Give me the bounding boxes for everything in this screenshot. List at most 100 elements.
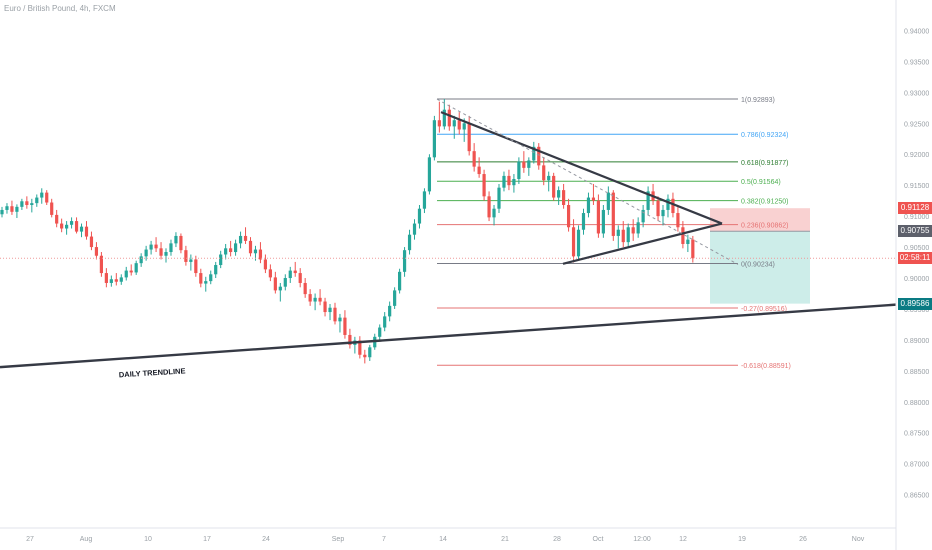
candle-body: [174, 235, 178, 244]
fib-level-label: 0.786(0.92324): [741, 132, 788, 139]
price-tick-label: 0.94000: [904, 28, 929, 35]
fib-level-label: 0(0.90234): [741, 262, 775, 269]
chart-title: Euro / British Pound, 4h, FXCM: [4, 4, 116, 13]
candle-body: [84, 226, 89, 237]
candle-body: [313, 297, 317, 302]
candle-body: [606, 192, 610, 210]
candle-body: [253, 249, 258, 254]
candle-body: [219, 254, 223, 266]
price-tick-label: 0.88000: [904, 400, 929, 407]
countdown-badge: 02:58:11: [898, 252, 932, 265]
take-profit-zone: [710, 231, 810, 304]
price-tick-label: 0.87500: [904, 431, 929, 438]
candle-body: [144, 249, 148, 257]
candle-body: [159, 248, 163, 256]
candle-body: [547, 175, 551, 181]
candle-body: [40, 192, 44, 198]
candle-body: [209, 274, 213, 282]
candle-body: [686, 239, 690, 244]
candle-body: [169, 243, 173, 253]
candle-body: [89, 236, 94, 248]
candle-body: [641, 209, 645, 223]
candle-body: [487, 196, 491, 218]
candle-body: [636, 222, 640, 234]
candle-body: [229, 248, 233, 253]
daily-trendline: [0, 303, 897, 369]
candle-body: [621, 229, 625, 243]
time-tick-label: 14: [439, 536, 447, 543]
price-tick-label: 0.93000: [904, 90, 929, 97]
price-tick-label: 0.87000: [904, 462, 929, 469]
candle-body: [15, 206, 19, 212]
candle-body: [298, 273, 302, 283]
candle-body: [74, 221, 79, 232]
candle-body: [427, 157, 432, 192]
candle-body: [204, 281, 208, 284]
price-tick-label: 0.86500: [904, 493, 929, 500]
candle-body: [69, 221, 74, 225]
candle-body: [457, 120, 461, 130]
candle-body: [99, 255, 103, 274]
candle-body: [383, 316, 387, 328]
candle-body: [139, 256, 143, 264]
candle-body: [646, 191, 650, 210]
fib-level-label: -0.618(0.88591): [741, 363, 791, 370]
candle-body: [283, 278, 287, 287]
time-tick-label: 17: [203, 536, 211, 543]
candle-body: [214, 265, 218, 275]
candle-body: [467, 123, 471, 152]
time-tick-label: Sep: [332, 536, 345, 543]
candle-body: [343, 317, 347, 335]
time-tick-label: 19: [738, 536, 746, 543]
time-tick-label: Aug: [80, 536, 93, 543]
candle-body: [25, 201, 29, 205]
candle-body: [552, 175, 556, 198]
candle-body: [129, 270, 133, 273]
fib-level-label: 0.5(0.91564): [741, 179, 781, 186]
candle-body: [164, 252, 168, 256]
candle-body: [631, 227, 635, 234]
candle-body: [586, 197, 591, 214]
candle-body: [676, 213, 680, 228]
candle-body: [393, 290, 397, 306]
candle-body: [472, 151, 476, 167]
candle-body: [333, 307, 337, 322]
candle-body: [79, 226, 84, 232]
time-tick-label: 26: [799, 536, 807, 543]
candle-body: [447, 109, 451, 127]
triangle-upper-line: [440, 111, 723, 225]
candle-body: [50, 202, 54, 215]
time-tick-label: 12:00: [633, 536, 651, 543]
candle-body: [154, 244, 158, 249]
candle-body: [5, 206, 9, 210]
candle-body: [189, 259, 193, 262]
candle-body: [65, 224, 69, 229]
candle-body: [591, 197, 596, 201]
candle-body: [194, 259, 198, 274]
candle-body: [581, 213, 586, 230]
candle-body: [452, 120, 456, 127]
price-tick-label: 0.88500: [904, 369, 929, 376]
candle-body: [557, 190, 561, 198]
candle-body: [124, 270, 128, 278]
candle-body: [611, 192, 615, 236]
candle-body: [114, 279, 118, 282]
candle-body: [303, 282, 307, 295]
candle-body: [45, 192, 49, 203]
candle-body: [328, 307, 332, 313]
candle-body: [432, 120, 436, 158]
candle-body: [402, 250, 407, 272]
candle-body: [104, 273, 108, 283]
stop-price-badge: 0.91128: [898, 202, 932, 215]
candle-body: [199, 273, 203, 284]
candle-body: [258, 249, 263, 260]
candle-body: [358, 340, 362, 355]
candle-body: [308, 294, 312, 302]
candle-body: [666, 198, 670, 210]
candle-body: [318, 297, 322, 302]
candle-body: [368, 347, 372, 358]
candle-body: [378, 327, 382, 337]
target-price-badge: 0.89586: [898, 297, 932, 310]
